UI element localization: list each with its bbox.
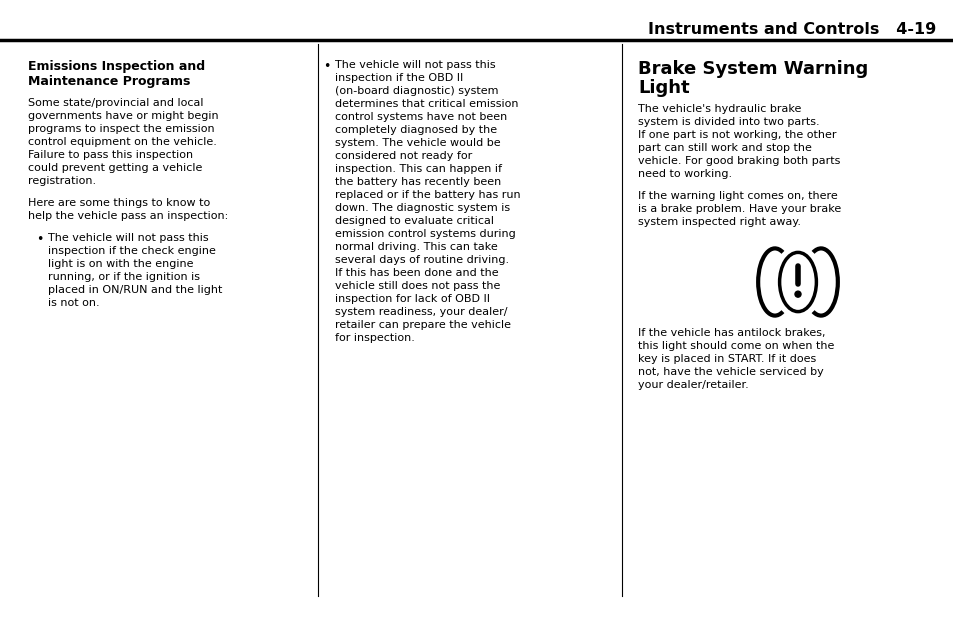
Text: registration.: registration. <box>28 176 96 186</box>
Text: vehicle still does not pass the: vehicle still does not pass the <box>335 281 500 291</box>
Text: If the warning light comes on, there: If the warning light comes on, there <box>638 191 837 201</box>
Text: part can still work and stop the: part can still work and stop the <box>638 143 811 153</box>
Text: designed to evaluate critical: designed to evaluate critical <box>335 216 494 226</box>
Text: the battery has recently been: the battery has recently been <box>335 177 500 187</box>
Text: need to working.: need to working. <box>638 169 731 179</box>
Text: your dealer/retailer.: your dealer/retailer. <box>638 380 748 390</box>
Text: If one part is not working, the other: If one part is not working, the other <box>638 130 836 140</box>
Text: several days of routine driving.: several days of routine driving. <box>335 255 509 265</box>
Text: emission control systems during: emission control systems during <box>335 229 516 239</box>
Text: Failure to pass this inspection: Failure to pass this inspection <box>28 150 193 160</box>
Text: light is on with the engine: light is on with the engine <box>48 259 193 269</box>
Text: for inspection.: for inspection. <box>335 333 415 343</box>
Text: Emissions Inspection and: Emissions Inspection and <box>28 60 205 73</box>
Circle shape <box>794 291 801 297</box>
Text: The vehicle will not pass this: The vehicle will not pass this <box>335 60 496 70</box>
Text: Some state/provincial and local: Some state/provincial and local <box>28 98 203 108</box>
Text: inspection if the check engine: inspection if the check engine <box>48 246 215 256</box>
Text: down. The diagnostic system is: down. The diagnostic system is <box>335 203 510 213</box>
Text: governments have or might begin: governments have or might begin <box>28 111 218 121</box>
Text: determines that critical emission: determines that critical emission <box>335 99 518 109</box>
Text: is not on.: is not on. <box>48 298 99 308</box>
Text: is a brake problem. Have your brake: is a brake problem. Have your brake <box>638 204 841 214</box>
Text: normal driving. This can take: normal driving. This can take <box>335 242 497 252</box>
Text: The vehicle will not pass this: The vehicle will not pass this <box>48 233 209 243</box>
Text: inspection. This can happen if: inspection. This can happen if <box>335 164 501 174</box>
Text: could prevent getting a vehicle: could prevent getting a vehicle <box>28 163 202 173</box>
Text: If the vehicle has antilock brakes,: If the vehicle has antilock brakes, <box>638 329 824 338</box>
Text: control equipment on the vehicle.: control equipment on the vehicle. <box>28 137 216 147</box>
Text: system inspected right away.: system inspected right away. <box>638 217 801 227</box>
Text: •: • <box>323 60 330 73</box>
Text: Light: Light <box>638 79 689 97</box>
Text: not, have the vehicle serviced by: not, have the vehicle serviced by <box>638 367 822 378</box>
Text: programs to inspect the emission: programs to inspect the emission <box>28 124 214 134</box>
Text: this light should come on when the: this light should come on when the <box>638 341 834 352</box>
Text: inspection if the OBD II: inspection if the OBD II <box>335 73 463 83</box>
Text: (on-board diagnostic) system: (on-board diagnostic) system <box>335 86 498 96</box>
Text: system. The vehicle would be: system. The vehicle would be <box>335 138 500 148</box>
Text: inspection for lack of OBD II: inspection for lack of OBD II <box>335 294 490 304</box>
Text: vehicle. For good braking both parts: vehicle. For good braking both parts <box>638 156 840 166</box>
Text: The vehicle's hydraulic brake: The vehicle's hydraulic brake <box>638 104 801 114</box>
Text: retailer can prepare the vehicle: retailer can prepare the vehicle <box>335 320 511 330</box>
Text: help the vehicle pass an inspection:: help the vehicle pass an inspection: <box>28 211 228 221</box>
Text: Brake System Warning: Brake System Warning <box>638 60 867 78</box>
Text: Here are some things to know to: Here are some things to know to <box>28 198 210 208</box>
Text: key is placed in START. If it does: key is placed in START. If it does <box>638 354 816 364</box>
Text: completely diagnosed by the: completely diagnosed by the <box>335 125 497 135</box>
Text: system is divided into two parts.: system is divided into two parts. <box>638 117 819 127</box>
Text: If this has been done and the: If this has been done and the <box>335 268 498 278</box>
Text: replaced or if the battery has run: replaced or if the battery has run <box>335 190 520 200</box>
Text: considered not ready for: considered not ready for <box>335 151 472 161</box>
Text: placed in ON/RUN and the light: placed in ON/RUN and the light <box>48 285 222 295</box>
Text: running, or if the ignition is: running, or if the ignition is <box>48 272 200 282</box>
Text: system readiness, your dealer/: system readiness, your dealer/ <box>335 307 507 317</box>
Text: control systems have not been: control systems have not been <box>335 112 507 122</box>
Text: Maintenance Programs: Maintenance Programs <box>28 75 191 88</box>
Text: •: • <box>36 233 43 246</box>
Text: Instruments and Controls   4-19: Instruments and Controls 4-19 <box>647 22 935 38</box>
